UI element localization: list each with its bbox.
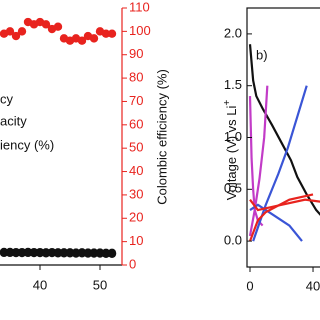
data-point — [53, 249, 63, 258]
y2-tick-label: 60 — [129, 116, 143, 131]
y-axis-title: Voltage (V) vs Li+ — [222, 100, 240, 201]
data-point — [101, 249, 111, 258]
data-point — [5, 27, 15, 36]
data-point — [17, 27, 27, 36]
data-point — [65, 249, 75, 258]
curve — [252, 85, 308, 242]
y2-tick-label: 110 — [129, 0, 150, 14]
y-tick-label: 1.5 — [224, 77, 242, 92]
data-point — [83, 249, 93, 258]
x-tick-label: 50 — [93, 277, 107, 292]
data-point — [23, 248, 33, 258]
data-point — [35, 248, 45, 258]
data-point — [5, 248, 15, 258]
data-point — [77, 249, 87, 258]
y2-tick-label: 40 — [129, 163, 143, 178]
y2-tick-label: 100 — [129, 23, 151, 38]
y-axis-title-main: Voltage (V) vs Li — [224, 105, 239, 200]
data-point — [0, 248, 9, 258]
data-point — [107, 29, 117, 38]
x-tick-label: 40 — [33, 277, 47, 292]
plot-b — [248, 44, 320, 242]
y2-tick-label: 50 — [129, 140, 143, 155]
curve — [248, 44, 320, 216]
data-point — [77, 36, 87, 45]
y2-tick-label: 10 — [129, 233, 143, 248]
data-point — [41, 20, 51, 29]
data-point — [107, 249, 117, 258]
y2-tick-label: 70 — [129, 93, 143, 108]
curve — [248, 85, 269, 237]
data-point — [53, 22, 63, 31]
y2-tick-label: 80 — [129, 70, 143, 85]
data-point — [95, 249, 105, 258]
y-tick-label: 2.0 — [224, 25, 242, 40]
curve — [248, 193, 314, 242]
data-point — [89, 249, 99, 258]
y2-tick-label: 30 — [129, 186, 143, 201]
x-tick-label: 0 — [246, 278, 253, 293]
legend-label: cy — [0, 91, 14, 106]
y-tick-label: 1.0 — [224, 129, 242, 144]
data-point — [17, 248, 27, 258]
data-point — [29, 248, 39, 258]
panel-label: b) — [256, 47, 268, 62]
data-point — [71, 249, 81, 258]
data-point — [59, 249, 69, 258]
plot-a — [0, 17, 117, 258]
data-point — [47, 248, 57, 258]
y2-tick-label: 90 — [129, 46, 143, 61]
x-tick-label: 40 — [306, 278, 320, 293]
data-point — [41, 249, 51, 258]
y2-tick-label: 0 — [129, 256, 136, 271]
y2-tick-label: 20 — [129, 210, 143, 225]
y-tick-label: 0.0 — [224, 233, 242, 248]
data-point — [11, 248, 21, 258]
y-tick-label: 0.5 — [224, 181, 242, 196]
y2-axis-title: Colombic efficiency (%) — [154, 69, 169, 205]
data-point — [101, 29, 111, 38]
legend-label: acity — [0, 113, 27, 128]
legend-label: iency (%) — [0, 137, 54, 152]
data-point — [89, 34, 99, 43]
y-axis-title-sup: + — [222, 100, 233, 106]
data-point — [11, 31, 21, 41]
